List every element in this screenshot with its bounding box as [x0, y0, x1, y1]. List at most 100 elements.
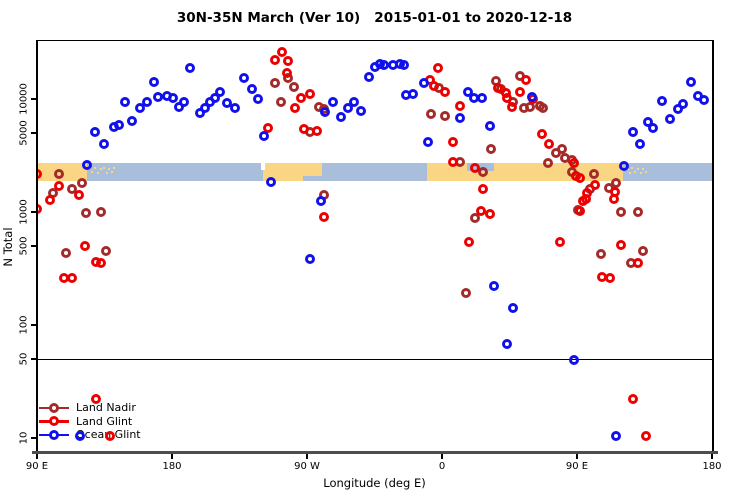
data-point-ocean-glint	[126, 115, 137, 126]
map-band-island-speckle	[267, 171, 270, 174]
map-band-island-speckle	[91, 171, 93, 174]
map-band-island-speckle	[110, 171, 113, 174]
data-point-ocean-glint	[108, 122, 119, 133]
map-band-ocean-segment	[623, 162, 712, 181]
data-point-land-glint	[569, 157, 579, 168]
data-point-ocean-glint	[627, 127, 638, 138]
data-point-land-nadir	[288, 81, 299, 92]
data-point-ocean-glint	[507, 303, 518, 314]
data-point-ocean-glint	[239, 72, 249, 83]
map-band-island-speckle	[642, 168, 645, 171]
data-point-ocean-glint	[699, 94, 710, 105]
data-point-ocean-glint	[141, 97, 152, 108]
data-point-ocean-glint	[501, 338, 512, 349]
x-axis-tick	[36, 453, 38, 459]
x-tick-label: 0	[438, 461, 446, 472]
data-point-ocean-glint	[672, 103, 683, 114]
data-point-ocean-glint	[305, 253, 315, 264]
map-band-island-speckle	[106, 172, 108, 174]
data-point-land-glint	[641, 431, 651, 442]
data-point-ocean-glint	[99, 138, 110, 149]
x-axis-tick	[711, 453, 713, 459]
y-tick-label: 50	[18, 352, 30, 366]
legend: Land Nadir Land Glint Ocean Glint	[39, 401, 141, 442]
map-band-island-speckle	[264, 172, 267, 175]
y-tick-label: 100	[18, 315, 30, 335]
y-tick-label: 5000	[18, 120, 30, 146]
map-band-island-speckle	[100, 168, 102, 171]
map-band-island-speckle	[112, 167, 115, 170]
data-point-land-glint	[276, 47, 287, 58]
data-point-ocean-glint	[665, 114, 675, 125]
data-point-ocean-glint	[75, 431, 86, 442]
data-point-land-glint	[447, 137, 458, 148]
y-axis-tick	[31, 132, 37, 134]
reference-line-50	[37, 359, 712, 361]
x-axis-tick	[441, 453, 443, 459]
data-point-land-glint	[515, 87, 525, 98]
data-point-ocean-glint	[153, 92, 164, 103]
data-point-land-nadir	[611, 178, 621, 189]
data-point-ocean-glint	[168, 93, 179, 104]
x-axis-tick	[576, 453, 578, 459]
map-band-island-speckle	[640, 172, 642, 174]
y-axis-tick	[31, 358, 37, 360]
data-point-land-nadir	[54, 168, 65, 179]
data-point-ocean-glint	[90, 127, 101, 138]
data-point-land-glint	[464, 237, 474, 248]
data-point-land-glint	[605, 273, 615, 284]
data-point-ocean-glint	[648, 123, 659, 134]
data-point-land-glint	[90, 394, 101, 405]
x-tick-label: 90 W	[294, 461, 320, 472]
x-axis-line	[32, 450, 718, 454]
data-point-land-glint	[590, 180, 600, 191]
data-point-land-nadir	[270, 77, 281, 88]
data-point-ocean-glint	[327, 97, 338, 108]
data-point-land-glint	[455, 100, 465, 111]
data-point-land-nadir	[276, 97, 287, 108]
data-point-land-glint	[485, 209, 495, 219]
map-band-island-speckle	[108, 168, 111, 171]
data-point-land-glint	[447, 156, 458, 167]
data-point-land-glint	[609, 194, 620, 205]
map-band-ocean-segment	[322, 162, 427, 181]
legend-label-land-glint: Land Glint	[76, 414, 133, 428]
data-point-ocean-glint	[462, 87, 473, 98]
data-point-ocean-glint	[455, 112, 465, 123]
data-point-land-glint	[476, 206, 486, 217]
land-glint-marker-icon	[39, 416, 69, 427]
legend-label-ocean-glint: Ocean Glint	[76, 428, 141, 442]
data-point-ocean-glint	[336, 112, 347, 123]
data-point-land-glint	[318, 212, 329, 223]
data-point-land-nadir	[60, 248, 71, 259]
data-point-ocean-glint	[423, 136, 434, 147]
x-tick-label: 180	[702, 461, 722, 472]
data-point-land-glint	[299, 123, 309, 134]
y-tick-label: 500	[18, 236, 30, 256]
y-axis-tick	[31, 324, 37, 326]
data-point-ocean-glint	[149, 77, 159, 88]
data-point-land-glint	[615, 239, 626, 250]
data-point-ocean-glint	[342, 103, 353, 114]
data-point-land-glint	[507, 101, 518, 112]
map-band-overlay-ocean	[302, 175, 322, 181]
x-tick-label: 90 E	[565, 461, 589, 472]
x-axis-tick	[306, 453, 308, 459]
map-band-island-speckle	[634, 171, 636, 174]
data-point-land-glint	[543, 138, 554, 149]
y-axis-tick	[31, 211, 37, 213]
data-point-land-glint	[305, 88, 315, 99]
data-point-land-glint	[296, 93, 306, 104]
data-point-ocean-glint	[120, 97, 131, 108]
data-point-land-glint	[537, 129, 548, 139]
y-axis-title: N Total	[1, 227, 15, 267]
data-point-land-glint	[263, 122, 273, 133]
data-point-land-glint	[45, 194, 56, 205]
data-point-land-glint	[627, 394, 638, 405]
plot-border-right	[712, 40, 714, 452]
data-point-ocean-glint	[204, 97, 215, 108]
data-point-ocean-glint	[315, 196, 326, 207]
data-point-land-nadir	[638, 246, 648, 257]
x-axis-title: Longitude (deg E)	[323, 476, 426, 490]
data-point-ocean-glint	[179, 97, 189, 108]
